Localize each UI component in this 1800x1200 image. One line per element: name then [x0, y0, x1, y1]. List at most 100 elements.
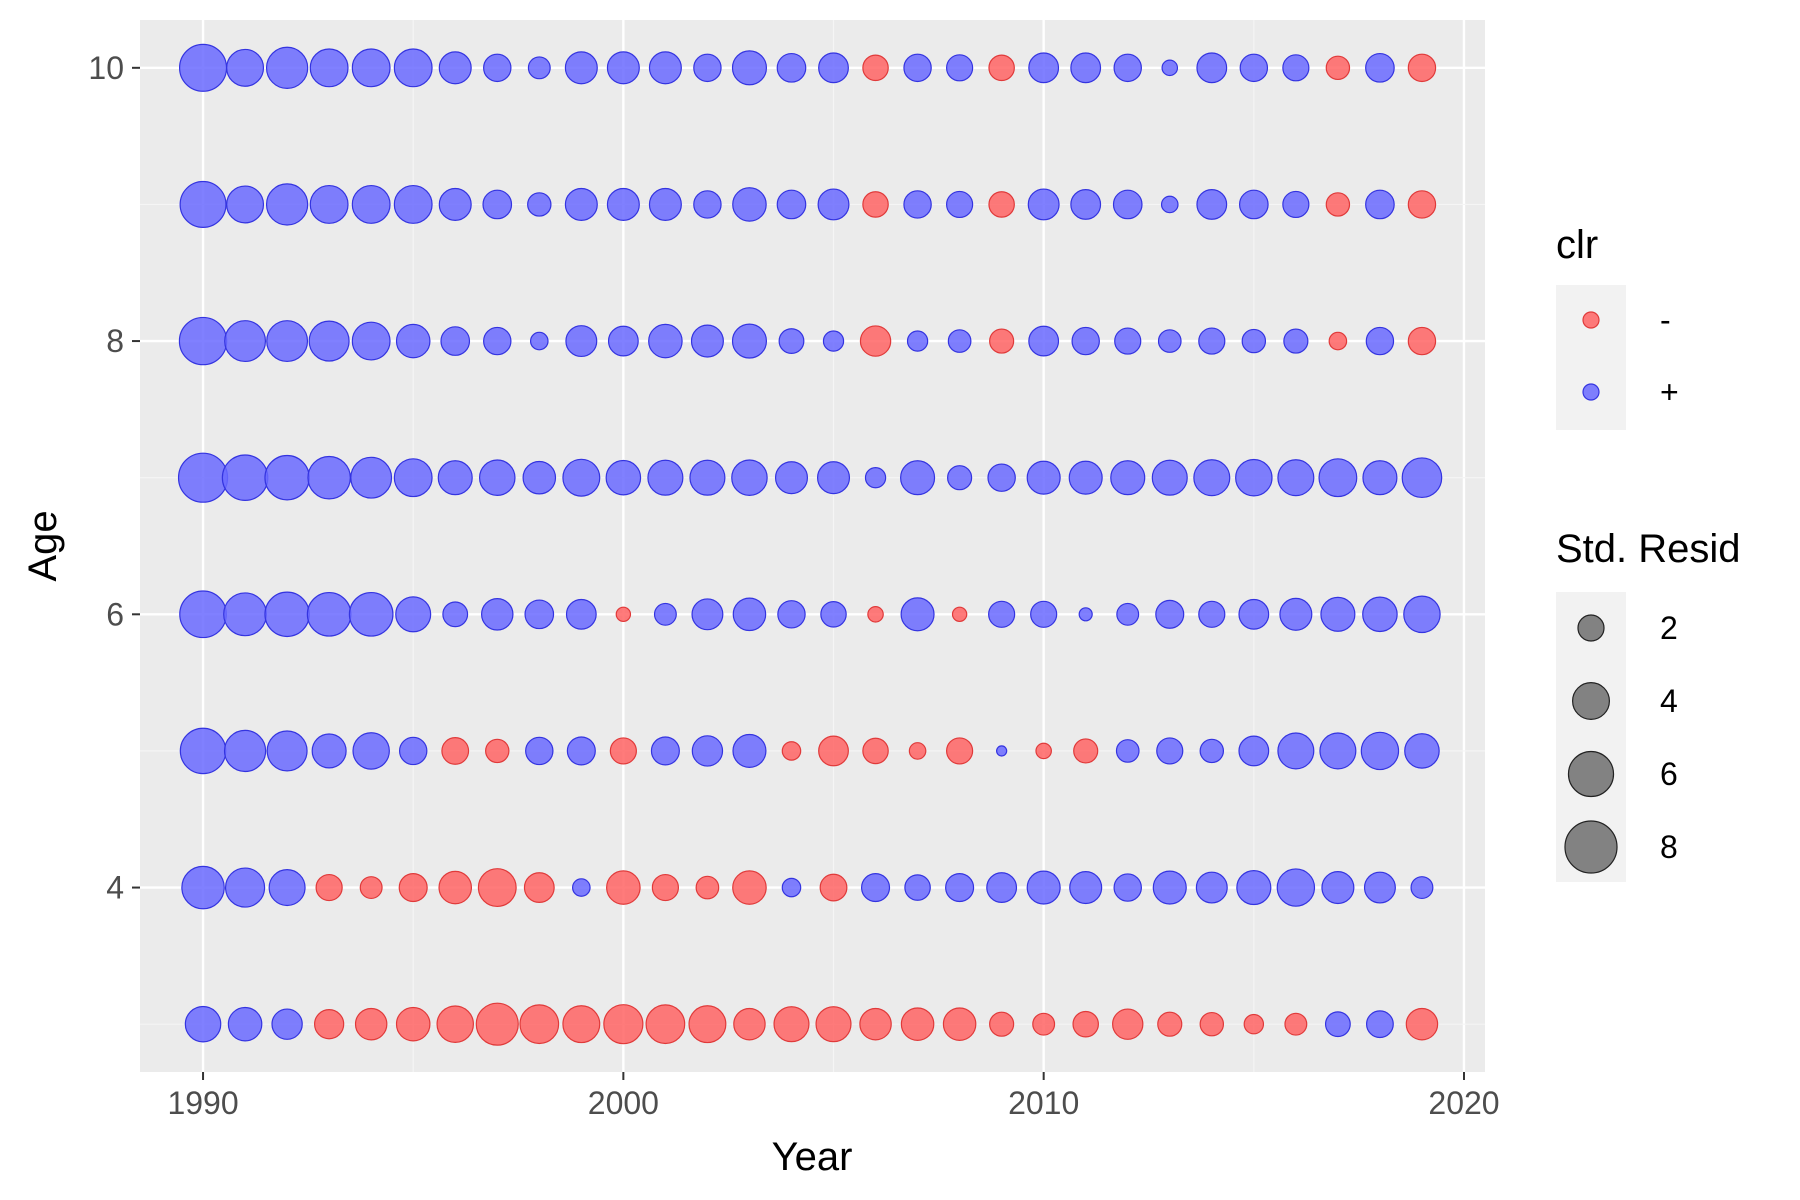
bubble-point: [648, 51, 682, 85]
bubble-point: [265, 183, 309, 226]
bubble-point: [1155, 599, 1185, 629]
bubble-point: [1073, 738, 1099, 764]
bubble-point: [987, 463, 1016, 492]
bubble-point: [862, 54, 889, 82]
bubble-point: [731, 459, 768, 496]
bubble-point: [1410, 876, 1434, 900]
bubble-point: [1365, 52, 1395, 83]
bubble-point: [693, 53, 722, 83]
bubble-point: [442, 601, 469, 628]
bubble-point: [1319, 732, 1357, 770]
bubble-point: [438, 51, 472, 85]
x-tick-label: 2010: [1008, 1085, 1079, 1121]
bubble-point: [1321, 871, 1355, 905]
x-axis-title: Year: [772, 1135, 853, 1179]
bubble-point: [181, 865, 225, 910]
bubble-point: [1116, 602, 1140, 626]
bubble-point: [566, 736, 596, 766]
x-tick-label: 2000: [588, 1085, 659, 1121]
bubble-point: [1363, 871, 1396, 904]
bubble-point: [1404, 733, 1440, 769]
bubble-point: [395, 1006, 431, 1042]
bubble-point: [732, 187, 767, 222]
bubble-point: [818, 52, 849, 84]
bubble-point: [945, 54, 974, 82]
x-tick-label: 1990: [167, 1085, 238, 1121]
bubble-point: [351, 184, 391, 224]
bubble-point: [605, 459, 642, 496]
bubble-point: [1405, 1007, 1439, 1041]
bubble-point: [395, 323, 431, 359]
bubble-point: [688, 1005, 727, 1044]
bubble-point: [1277, 732, 1315, 770]
bubble-point: [223, 592, 268, 637]
bubble-point: [988, 600, 1016, 628]
bubble-point: [1112, 189, 1143, 220]
bubble-point: [1365, 1010, 1394, 1039]
bubble-point: [309, 48, 349, 88]
bubble-point: [565, 598, 597, 630]
bubble-point: [352, 732, 390, 770]
bubble-point: [527, 56, 551, 80]
plot-panel: [140, 20, 1485, 1072]
bubble-point: [441, 737, 470, 765]
bubble-point: [648, 323, 683, 359]
bubble-point: [645, 1004, 686, 1045]
bubble-point: [607, 325, 639, 357]
bubble-point: [648, 187, 682, 221]
legend-size-label: 2: [1660, 610, 1678, 646]
bubble-point: [1243, 1013, 1265, 1035]
bubble-point: [774, 461, 809, 495]
bubble-point: [778, 328, 805, 355]
legend-size-label: 8: [1660, 829, 1678, 865]
bubble-point: [308, 320, 350, 362]
bubble-point: [777, 600, 806, 629]
bubble-point: [1282, 54, 1310, 82]
bubble-point: [440, 326, 471, 356]
bubble-point: [1152, 870, 1187, 905]
bubble-point: [483, 326, 512, 356]
bubble-point: [731, 50, 768, 86]
bubble-point: [1362, 460, 1398, 496]
bubble-point: [1195, 871, 1228, 904]
bubble-point: [1072, 1010, 1099, 1038]
bubble-point: [522, 460, 557, 495]
bubble-point: [900, 597, 935, 632]
bubble-point: [986, 872, 1018, 903]
bubble-point: [1318, 458, 1358, 498]
bubble-point: [179, 180, 227, 228]
bubble-point: [572, 878, 591, 897]
legend-size-swatch: [1571, 681, 1610, 720]
bubble-point: [690, 324, 724, 358]
bubble-point: [306, 591, 352, 637]
bubble-point: [1241, 328, 1267, 354]
bubble-point: [860, 873, 891, 903]
bubble-point: [818, 735, 849, 767]
bubble-point: [264, 591, 310, 638]
bubble-point: [908, 742, 927, 760]
bubble-point: [691, 735, 724, 767]
bubble-point: [309, 184, 349, 224]
bubble-point: [816, 461, 851, 495]
bubble-point: [606, 51, 640, 85]
bubble-point: [524, 599, 555, 630]
bubble-point: [350, 456, 393, 499]
bubble-point: [1113, 873, 1142, 902]
bubble-point: [1156, 737, 1184, 765]
bubble-point: [1365, 189, 1395, 220]
bubble-point: [475, 1002, 519, 1046]
bubble-point: [732, 733, 767, 768]
bubble-point: [609, 737, 637, 765]
bubble-point: [1362, 596, 1398, 633]
bubble-point: [478, 459, 516, 496]
bubble-point: [179, 727, 227, 775]
bubble-point: [226, 48, 265, 87]
bubble-point: [1196, 52, 1228, 84]
bubble-point: [733, 1007, 766, 1041]
bubble-point: [1115, 739, 1140, 763]
bubble-point: [351, 321, 391, 361]
legend-size-swatch: [1567, 750, 1615, 798]
bubble-point: [264, 454, 310, 501]
bubble-point: [615, 606, 632, 623]
